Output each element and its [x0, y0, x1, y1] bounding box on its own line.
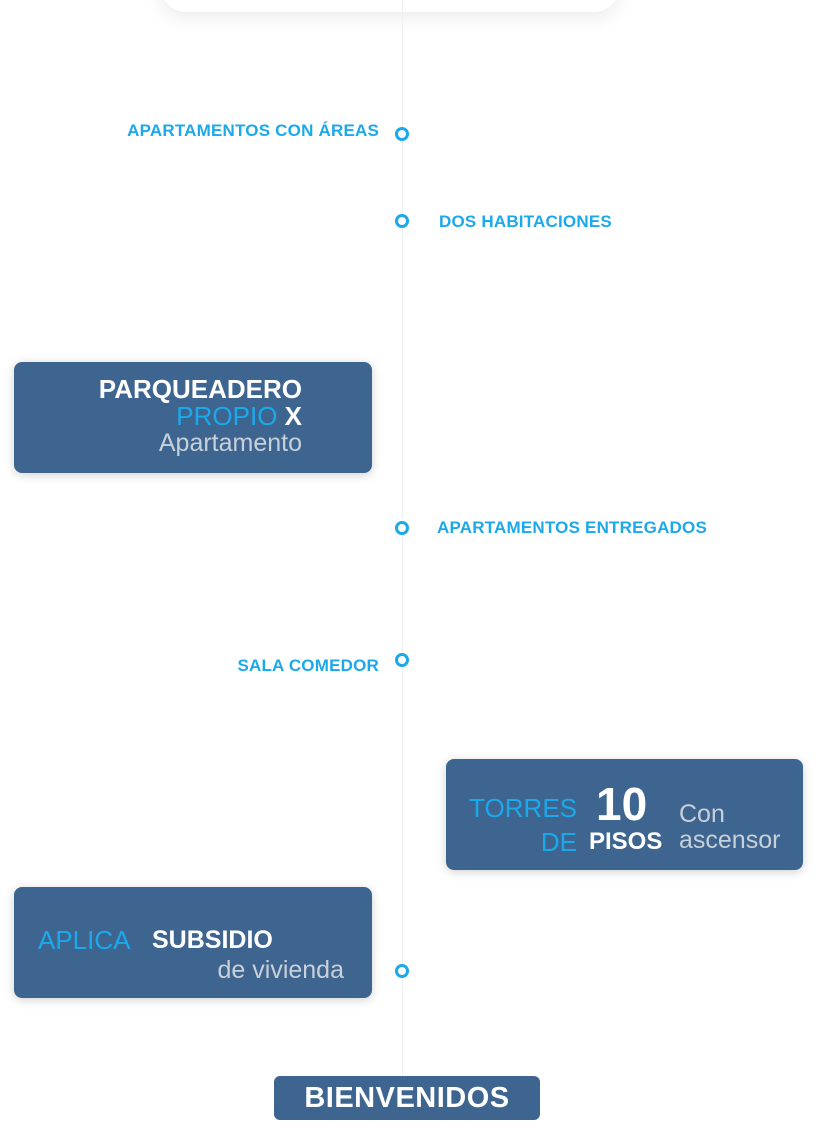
timeline-label-entregados: APARTAMENTOS ENTREGADOS — [437, 518, 708, 537]
subsidio-label: SUBSIDIO — [152, 926, 273, 954]
de-label: DE — [540, 827, 577, 857]
x-label: X — [284, 401, 302, 431]
bienvenidos-banner: BIENVENIDOS — [274, 1076, 540, 1120]
pisos-number: 10 — [596, 778, 648, 830]
timeline-dot-icon — [395, 214, 409, 228]
timeline-dot-icon — [395, 653, 409, 667]
timeline-dot-icon — [395, 964, 409, 978]
parqueadero-title: PARQUEADERO — [98, 374, 302, 404]
torres-card: TORRES DE 10 PISOS Con ascensor — [446, 759, 803, 870]
ascensor-label: ascensor — [679, 826, 781, 854]
timeline-label-habitaciones: DOS HABITACIONES — [439, 212, 612, 231]
propio-label: PROPIO — [176, 401, 278, 431]
torres-label: TORRES — [469, 793, 577, 823]
vivienda-label: de vivienda — [217, 956, 344, 984]
subsidio-card: APLICA SUBSIDIO de vivienda — [14, 887, 372, 998]
apartamento-label: Apartamento — [158, 429, 302, 457]
aplica-label: APLICA — [38, 925, 131, 955]
con-label: Con — [679, 800, 725, 828]
timeline-label-sala-comedor: SALA COMEDOR — [237, 656, 379, 675]
timeline-dot-icon — [395, 127, 409, 141]
pisos-label: PISOS — [589, 828, 663, 855]
top-card-shadow — [160, 0, 620, 12]
parqueadero-card: PARQUEADERO PROPIO X Apartamento — [14, 362, 372, 473]
timeline-dot-icon — [395, 521, 409, 535]
timeline-label-areas: APARTAMENTOS CON ÁREAS — [127, 121, 379, 140]
timeline-line — [402, 0, 403, 1080]
